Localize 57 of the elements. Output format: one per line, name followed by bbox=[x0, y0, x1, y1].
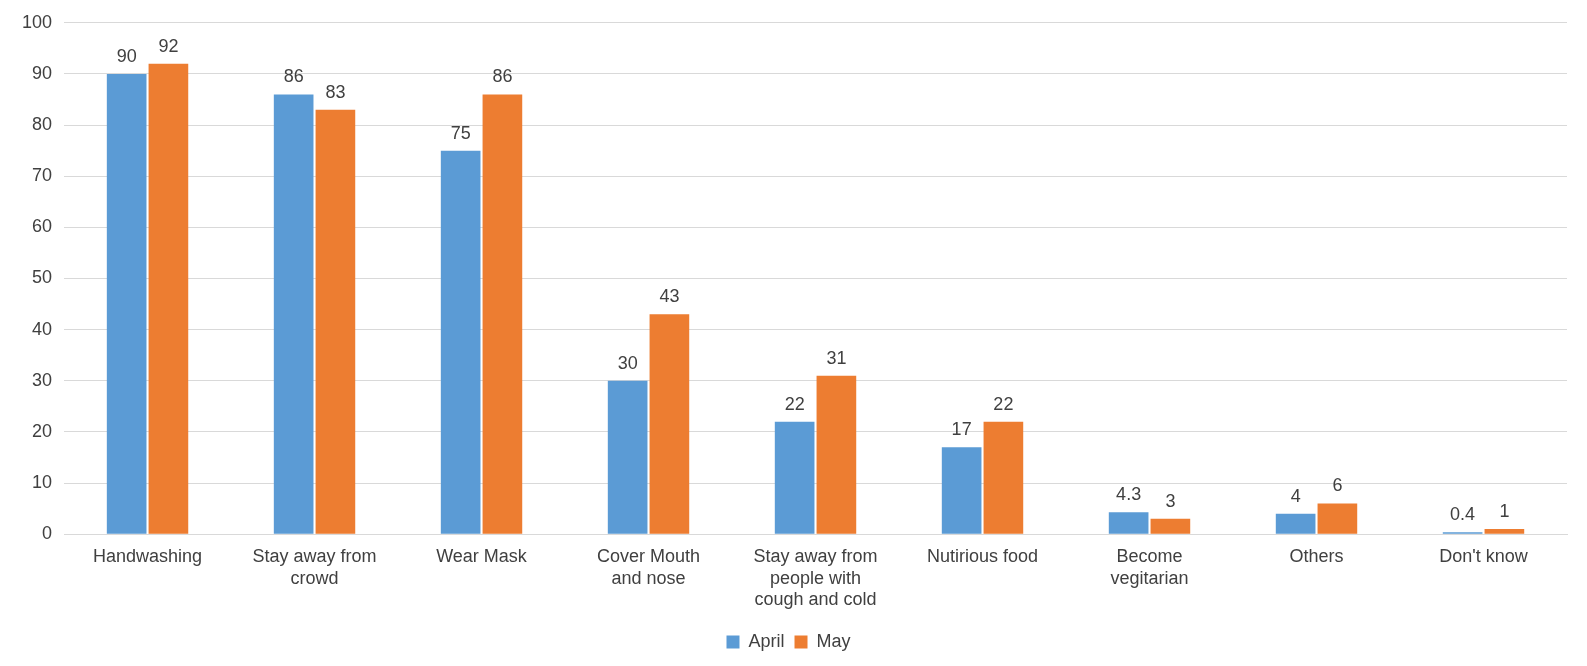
y-tick-label: 40 bbox=[32, 318, 53, 339]
bar bbox=[941, 447, 982, 534]
x-tick-label: Become vegitarian bbox=[1110, 545, 1189, 588]
bar bbox=[1484, 529, 1525, 534]
x-tick-label: Stay away from crowd bbox=[252, 545, 377, 588]
data-label: 22 bbox=[784, 393, 805, 414]
bar bbox=[649, 314, 690, 534]
data-label: 4.3 bbox=[1116, 484, 1142, 505]
y-tick-label: 0 bbox=[42, 523, 53, 544]
x-tick-label: Others bbox=[1289, 545, 1344, 566]
x-tick-label: Don't know bbox=[1439, 545, 1529, 566]
bar bbox=[440, 150, 481, 534]
data-label: 22 bbox=[993, 393, 1014, 414]
data-label: 6 bbox=[1332, 475, 1343, 496]
data-label: 31 bbox=[826, 347, 847, 368]
bar bbox=[482, 94, 523, 534]
legend-label: April bbox=[748, 630, 785, 651]
bar bbox=[1275, 513, 1316, 534]
y-tick-label: 90 bbox=[32, 62, 53, 83]
data-label: 75 bbox=[450, 122, 471, 143]
bar bbox=[1108, 512, 1149, 534]
data-label: 17 bbox=[951, 419, 972, 440]
data-label: 92 bbox=[158, 35, 179, 56]
data-label: 3 bbox=[1165, 490, 1176, 511]
bar bbox=[315, 109, 356, 534]
y-tick-label: 100 bbox=[21, 11, 53, 32]
x-tick-label: Stay away from people with cough and cold bbox=[753, 545, 878, 610]
bar bbox=[148, 63, 189, 534]
bar bbox=[273, 94, 314, 534]
data-label: 86 bbox=[283, 66, 304, 87]
bar bbox=[1150, 518, 1191, 534]
data-label: 30 bbox=[617, 352, 638, 373]
x-tick-label: Wear Mask bbox=[436, 545, 528, 566]
data-label: 0.4 bbox=[1450, 504, 1476, 525]
y-tick-label: 70 bbox=[32, 165, 53, 186]
bar bbox=[607, 380, 648, 534]
x-tick-label: Nutirious food bbox=[926, 545, 1039, 566]
data-label: 90 bbox=[116, 45, 137, 66]
bar bbox=[106, 73, 147, 534]
bar bbox=[983, 421, 1024, 534]
y-tick-label: 20 bbox=[32, 420, 53, 441]
y-tick-label: 80 bbox=[32, 114, 53, 135]
bar bbox=[1317, 503, 1358, 534]
data-label: 1 bbox=[1499, 501, 1510, 522]
y-tick-label: 10 bbox=[32, 472, 53, 493]
bar bbox=[816, 375, 857, 534]
data-label: 86 bbox=[492, 66, 513, 87]
y-tick-label: 60 bbox=[32, 216, 53, 237]
bar bbox=[774, 421, 815, 534]
data-label: 83 bbox=[325, 81, 346, 102]
data-label: 43 bbox=[659, 286, 680, 307]
x-tick-label: Cover Mouth and nose bbox=[597, 545, 701, 588]
x-tick-label: Handwashing bbox=[92, 545, 203, 566]
y-tick-label: 50 bbox=[32, 267, 53, 288]
legend-label: May bbox=[816, 630, 851, 651]
data-label: 4 bbox=[1290, 485, 1301, 506]
y-tick-label: 30 bbox=[32, 369, 53, 390]
